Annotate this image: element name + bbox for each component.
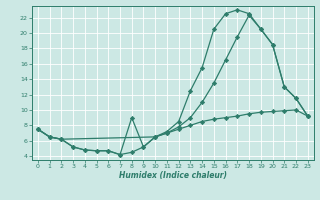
X-axis label: Humidex (Indice chaleur): Humidex (Indice chaleur) [119,171,227,180]
